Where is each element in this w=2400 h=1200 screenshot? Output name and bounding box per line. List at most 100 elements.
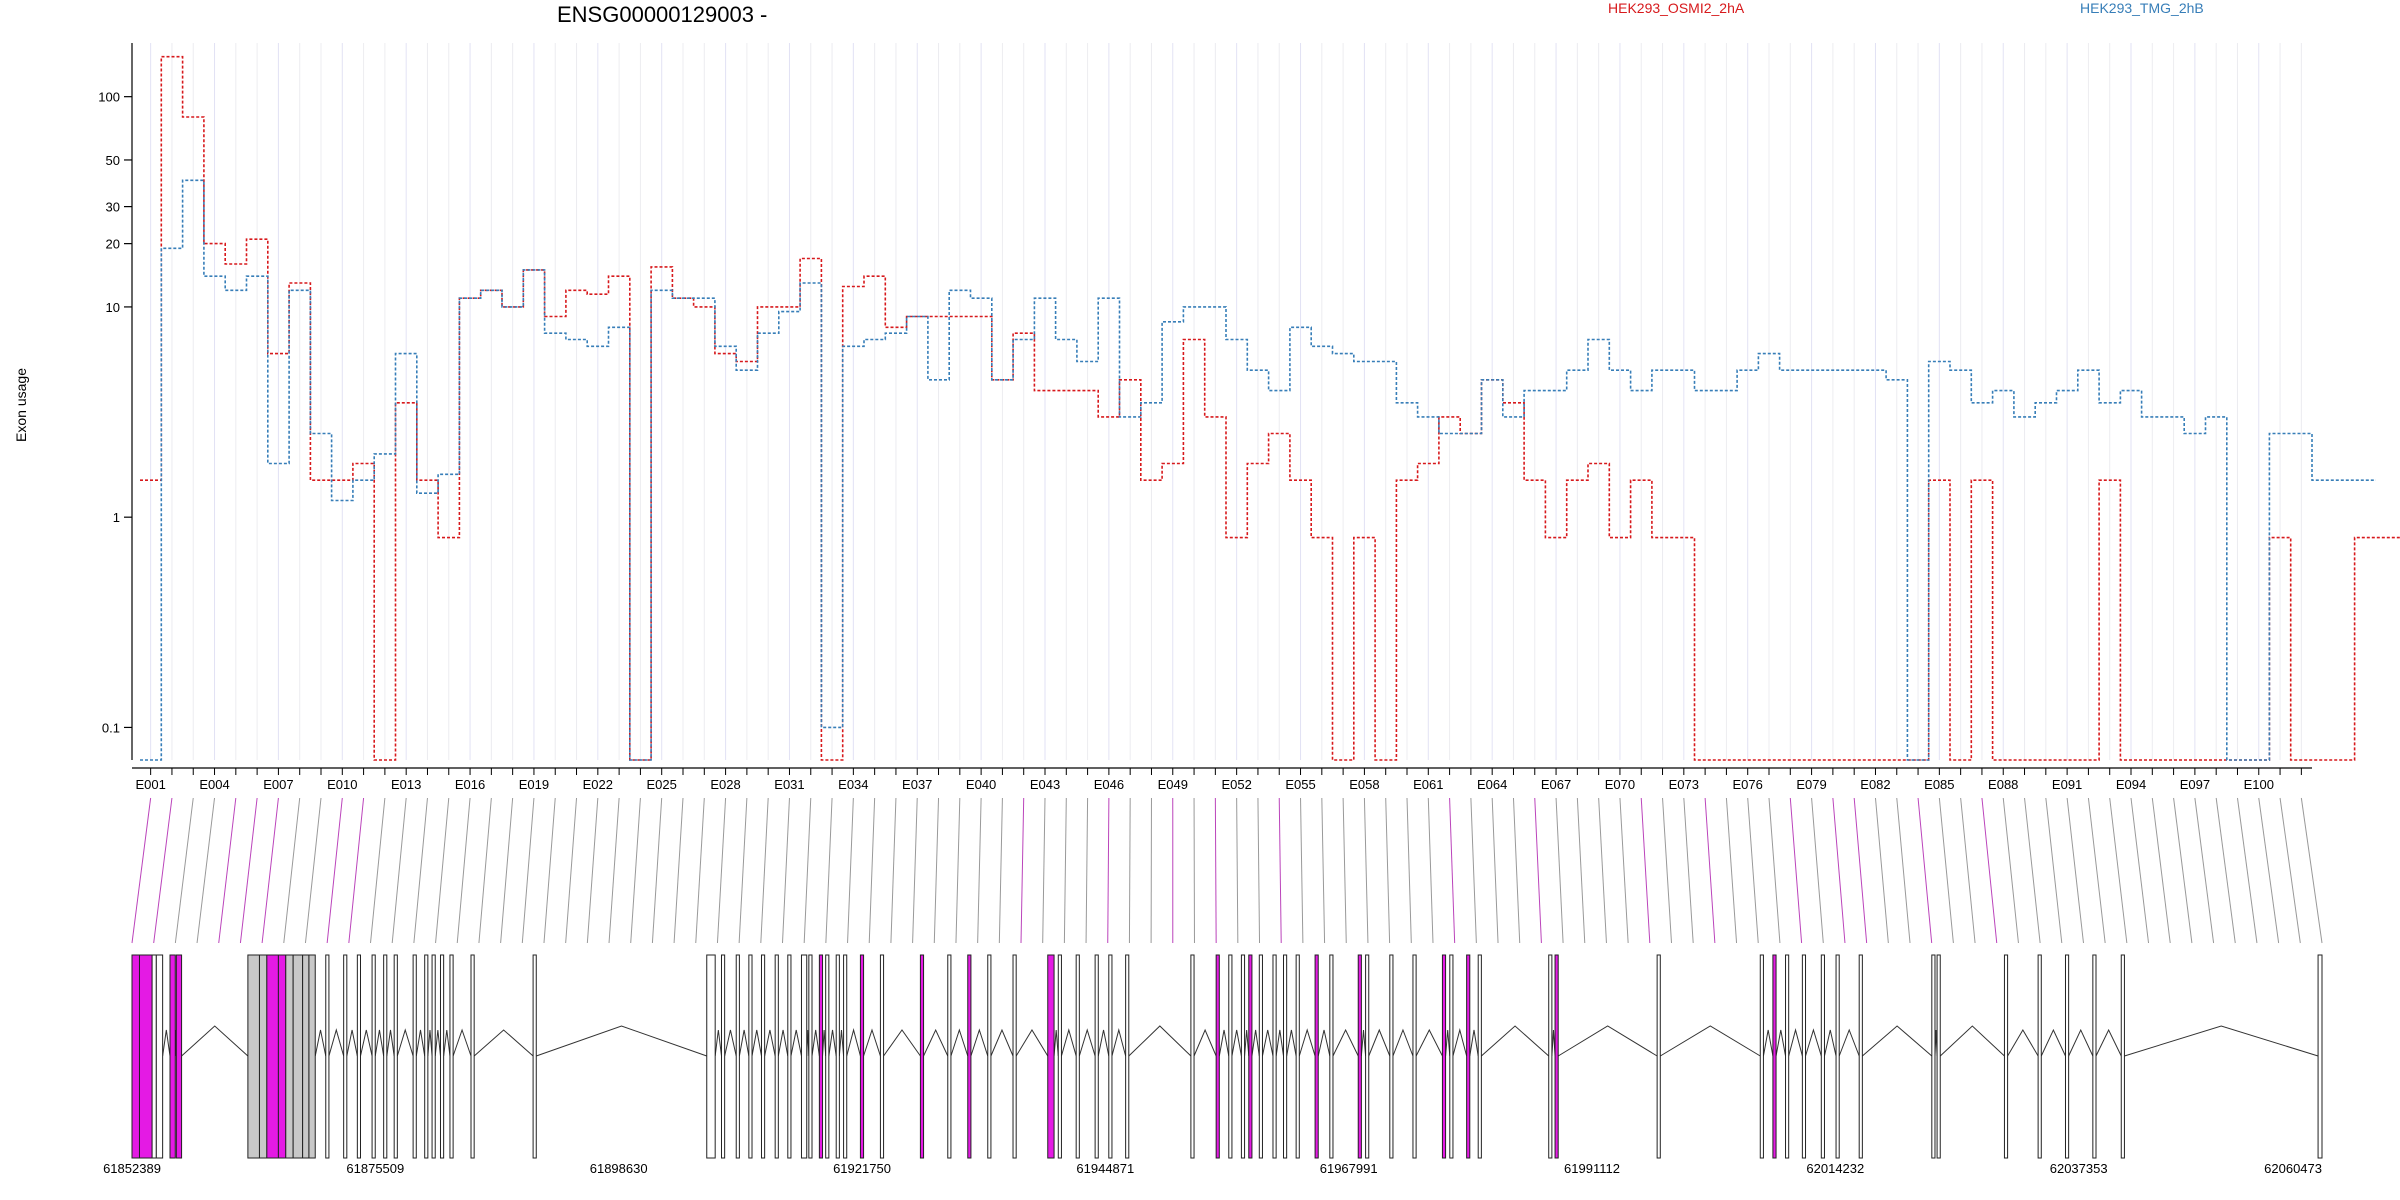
exon-box	[1801, 954, 1807, 1159]
intron	[838, 1029, 845, 1057]
x-tick-label: E010	[327, 777, 357, 792]
exon-box	[787, 954, 792, 1159]
intron	[1415, 1028, 1443, 1057]
intron	[1368, 1028, 1391, 1057]
exon-connector	[716, 797, 727, 944]
x-tick-label: E043	[1030, 777, 1060, 792]
exon-connector	[868, 797, 876, 944]
coordinate-label: 61944871	[1076, 1161, 1134, 1176]
exon-box	[2064, 954, 2070, 1159]
exon-connector	[543, 797, 556, 944]
exon-box	[325, 954, 330, 1159]
x-tick-label: E100	[2244, 777, 2274, 792]
exon-connector	[2066, 797, 2084, 944]
exon-connector	[261, 797, 279, 944]
exon-connector	[1321, 797, 1326, 944]
x-tick-label: E076	[1733, 777, 1763, 792]
exon-connector	[2194, 797, 2215, 944]
exon-connector	[565, 797, 578, 944]
exon-box	[735, 954, 740, 1159]
intron	[1939, 1025, 2005, 1057]
x-tick-label: E055	[1285, 777, 1315, 792]
exon-connector	[847, 797, 854, 944]
x-tick-label: E019	[519, 777, 549, 792]
intron	[1275, 1029, 1285, 1057]
exon-connector	[1300, 797, 1304, 944]
coordinate-label: 61991112	[1564, 1161, 1620, 1176]
exon-connector	[695, 797, 705, 944]
exon-connector	[370, 797, 386, 944]
exon-box	[470, 954, 475, 1159]
exon-box	[835, 954, 840, 1159]
exon-connector	[1874, 797, 1889, 944]
exon-connector	[1278, 797, 1282, 944]
exon-connector	[2215, 797, 2236, 944]
exon-connector	[521, 797, 535, 944]
intron	[790, 1029, 802, 1057]
exon-box	[706, 954, 716, 1159]
intron	[328, 1028, 345, 1057]
exon-connector	[760, 797, 769, 944]
exon-connector	[1640, 797, 1651, 944]
exon-connector	[1385, 797, 1391, 944]
exon-box	[285, 954, 294, 1159]
coordinate-label: 62037353	[2050, 1161, 2108, 1176]
exon-connector	[781, 797, 790, 944]
intron	[1775, 1029, 1787, 1057]
x-tick-label: E070	[1605, 777, 1635, 792]
intron	[714, 1029, 722, 1057]
exon-connector	[1704, 797, 1716, 944]
intron	[1317, 1029, 1331, 1057]
intron	[923, 1028, 949, 1057]
exon-connector	[391, 797, 407, 944]
x-tick-label: E028	[710, 777, 740, 792]
y-tick-label: 50	[106, 153, 120, 168]
exon-box	[532, 954, 537, 1159]
exon-box	[947, 954, 952, 1159]
exon-box	[1936, 954, 1941, 1159]
x-tick-label: E004	[199, 777, 229, 792]
intron	[443, 1029, 451, 1057]
intron	[1838, 1028, 1860, 1057]
intron	[1445, 1029, 1451, 1057]
intron	[2007, 1029, 2039, 1057]
exon-box	[155, 954, 164, 1159]
intron	[970, 1028, 989, 1057]
intron	[1251, 1029, 1260, 1057]
gene-model	[131, 954, 2323, 1159]
exon-connector	[586, 797, 599, 944]
exon-connector	[2258, 797, 2280, 944]
intron	[1332, 1028, 1359, 1057]
x-tick-label: E061	[1413, 777, 1443, 792]
exon-box	[1108, 954, 1113, 1159]
intron	[415, 1029, 426, 1057]
exon-connector	[2236, 797, 2258, 944]
exon-box	[383, 954, 388, 1159]
x-tick-label: E097	[2180, 777, 2210, 792]
exon-box	[2003, 954, 2009, 1159]
intron	[2124, 1025, 2319, 1057]
intron	[2068, 1028, 2094, 1057]
exon-connector	[1406, 797, 1412, 944]
y-axis-label: Exon usage	[13, 368, 29, 442]
y-tick-label: 10	[106, 300, 120, 315]
exon-box	[748, 954, 753, 1159]
exon-connector	[1085, 797, 1089, 944]
exon-box	[774, 954, 779, 1159]
x-tick-label: E085	[1924, 777, 1954, 792]
intron	[883, 1029, 921, 1057]
y-ticks: 0.1 1 10 20 30 50 100	[98, 90, 132, 735]
exon-box	[1412, 954, 1417, 1159]
intron	[314, 1029, 327, 1057]
exon-connector	[1960, 797, 1976, 944]
exon-box	[2317, 954, 2323, 1159]
y-tick-label: 20	[106, 237, 120, 252]
intron	[1218, 1029, 1230, 1057]
exon-box	[1314, 954, 1319, 1159]
series-lines	[140, 55, 2400, 761]
exon-box	[808, 954, 813, 1159]
exon-connector	[456, 797, 471, 944]
exon-box	[277, 954, 287, 1159]
intron	[1261, 1029, 1274, 1057]
exon-box	[302, 954, 310, 1159]
